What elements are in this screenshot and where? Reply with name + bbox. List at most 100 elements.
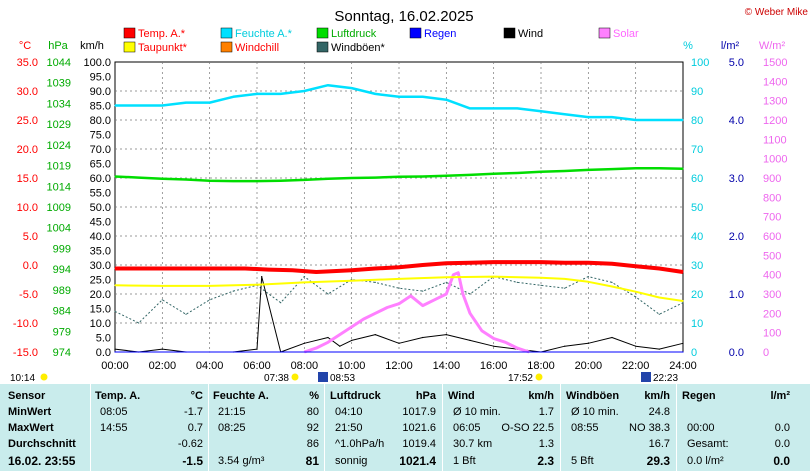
data-point bbox=[161, 104, 163, 107]
moonset-time: 08:53 bbox=[330, 373, 355, 384]
legend-label: Feuchte A.* bbox=[235, 28, 293, 40]
gust-value: 24.8 bbox=[648, 406, 670, 418]
time-tick: 12:00 bbox=[385, 360, 413, 372]
data-point bbox=[445, 293, 447, 295]
kmh-tick: 5.0 bbox=[96, 333, 111, 345]
kmh-tick: 25.0 bbox=[90, 275, 111, 287]
gust-sub: Ø 10 min. bbox=[571, 406, 619, 418]
temp-unit: °C bbox=[190, 390, 203, 402]
legend-swatch bbox=[220, 27, 233, 39]
press-sub: 21:50 bbox=[335, 422, 363, 434]
sensor-header: Sensor bbox=[8, 390, 46, 402]
hum-value: 81 bbox=[305, 454, 319, 468]
gust-sub: 5 Bft bbox=[571, 455, 594, 467]
rain-sub: 0.0 l/m² bbox=[687, 455, 724, 467]
moonrise-icon bbox=[641, 372, 651, 382]
data-point bbox=[410, 295, 412, 297]
data-point bbox=[114, 348, 116, 350]
hum-unit: % bbox=[309, 390, 319, 402]
solar-tick: 1300 bbox=[763, 96, 787, 108]
gust-sub: 08:55 bbox=[571, 422, 599, 434]
data-point bbox=[422, 305, 424, 307]
press-sub: 04:10 bbox=[335, 406, 363, 418]
data-point bbox=[682, 168, 684, 170]
temp-sub: 08:05 bbox=[100, 406, 128, 418]
data-point bbox=[564, 170, 566, 172]
series-line-solar bbox=[303, 271, 530, 354]
data-point bbox=[114, 104, 116, 107]
data-point bbox=[398, 303, 400, 305]
hpa-tick: 1039 bbox=[47, 78, 71, 90]
hum-sub: 21:15 bbox=[218, 406, 246, 418]
kmh-tick: 100.0 bbox=[83, 57, 111, 69]
data-point bbox=[682, 300, 684, 302]
data-point bbox=[445, 175, 447, 177]
hpa-tick: 984 bbox=[53, 306, 71, 318]
data-point bbox=[280, 302, 282, 304]
data-point bbox=[185, 178, 187, 181]
celsius-tick: 0.0 bbox=[23, 260, 38, 272]
data-point bbox=[445, 281, 447, 283]
time-tick: 00:00 bbox=[101, 360, 129, 372]
wind-value: O-SO 22.5 bbox=[501, 422, 554, 434]
solar-tick: 1400 bbox=[763, 76, 787, 88]
wind-header: Wind bbox=[448, 390, 475, 402]
data-point bbox=[682, 302, 684, 304]
data-point bbox=[658, 313, 660, 315]
rain-value: 0.0 bbox=[773, 454, 790, 468]
data-point bbox=[339, 334, 341, 336]
rain-header: Regen bbox=[682, 390, 716, 402]
rain-value: 0.0 bbox=[774, 422, 790, 434]
percent-tick: 80 bbox=[691, 115, 703, 127]
data-point bbox=[682, 342, 684, 344]
legend-swatch bbox=[409, 27, 422, 39]
hum-header: Feuchte A. bbox=[213, 390, 269, 402]
data-point bbox=[398, 266, 400, 268]
hpa-tick: 1029 bbox=[47, 119, 71, 131]
solar-tick: 600 bbox=[763, 231, 781, 243]
chart-legend: Temp. A.* Feuchte A.* Luftdruck Regen Wind So… bbox=[123, 27, 639, 54]
data-point bbox=[398, 176, 400, 178]
legend-label: Windböen* bbox=[331, 42, 386, 54]
press-value: 1021.6 bbox=[402, 422, 436, 434]
data-point bbox=[315, 347, 317, 349]
celsius-tick: -5.0 bbox=[19, 289, 38, 301]
kmh-tick: 35.0 bbox=[90, 246, 111, 258]
data-point bbox=[587, 342, 589, 344]
data-point bbox=[339, 345, 341, 347]
gust-value: 16.7 bbox=[648, 438, 670, 450]
data-point bbox=[374, 334, 376, 336]
data-point bbox=[351, 87, 353, 89]
solar-tick: 700 bbox=[763, 212, 781, 224]
data-point bbox=[635, 265, 637, 267]
sunrise-icon bbox=[291, 373, 299, 381]
hum-value: 80 bbox=[306, 406, 319, 418]
data-point bbox=[303, 342, 305, 344]
rain-tick: 3.0 bbox=[729, 173, 744, 185]
temp-value: 0.7 bbox=[187, 422, 203, 434]
rain-unit: l/m² bbox=[721, 40, 740, 52]
legend-label: Windchill bbox=[235, 42, 279, 54]
current-label: 16.02. 23:55 bbox=[8, 454, 76, 468]
solar-unit: W/m² bbox=[759, 40, 786, 52]
press-sub: sonnig bbox=[335, 455, 368, 467]
data-point bbox=[516, 347, 518, 349]
data-point bbox=[445, 262, 447, 264]
data-point bbox=[682, 351, 684, 353]
data-point bbox=[327, 84, 329, 86]
wind-value: 1.7 bbox=[538, 406, 554, 418]
gust-value: NO 38.3 bbox=[629, 422, 670, 434]
legend-label: Luftdruck bbox=[331, 28, 377, 40]
hpa-tick: 1024 bbox=[47, 140, 71, 152]
percent-tick: 90 bbox=[691, 86, 703, 98]
solar-tick: 500 bbox=[763, 250, 781, 262]
data-point bbox=[587, 262, 589, 264]
data-point bbox=[386, 306, 388, 309]
data-point bbox=[374, 93, 376, 95]
hpa-tick: 1034 bbox=[47, 98, 71, 110]
celsius-tick: -15.0 bbox=[13, 347, 38, 359]
data-point bbox=[161, 285, 163, 287]
data-point bbox=[185, 102, 187, 104]
divider bbox=[442, 384, 443, 471]
data-point bbox=[374, 267, 376, 270]
